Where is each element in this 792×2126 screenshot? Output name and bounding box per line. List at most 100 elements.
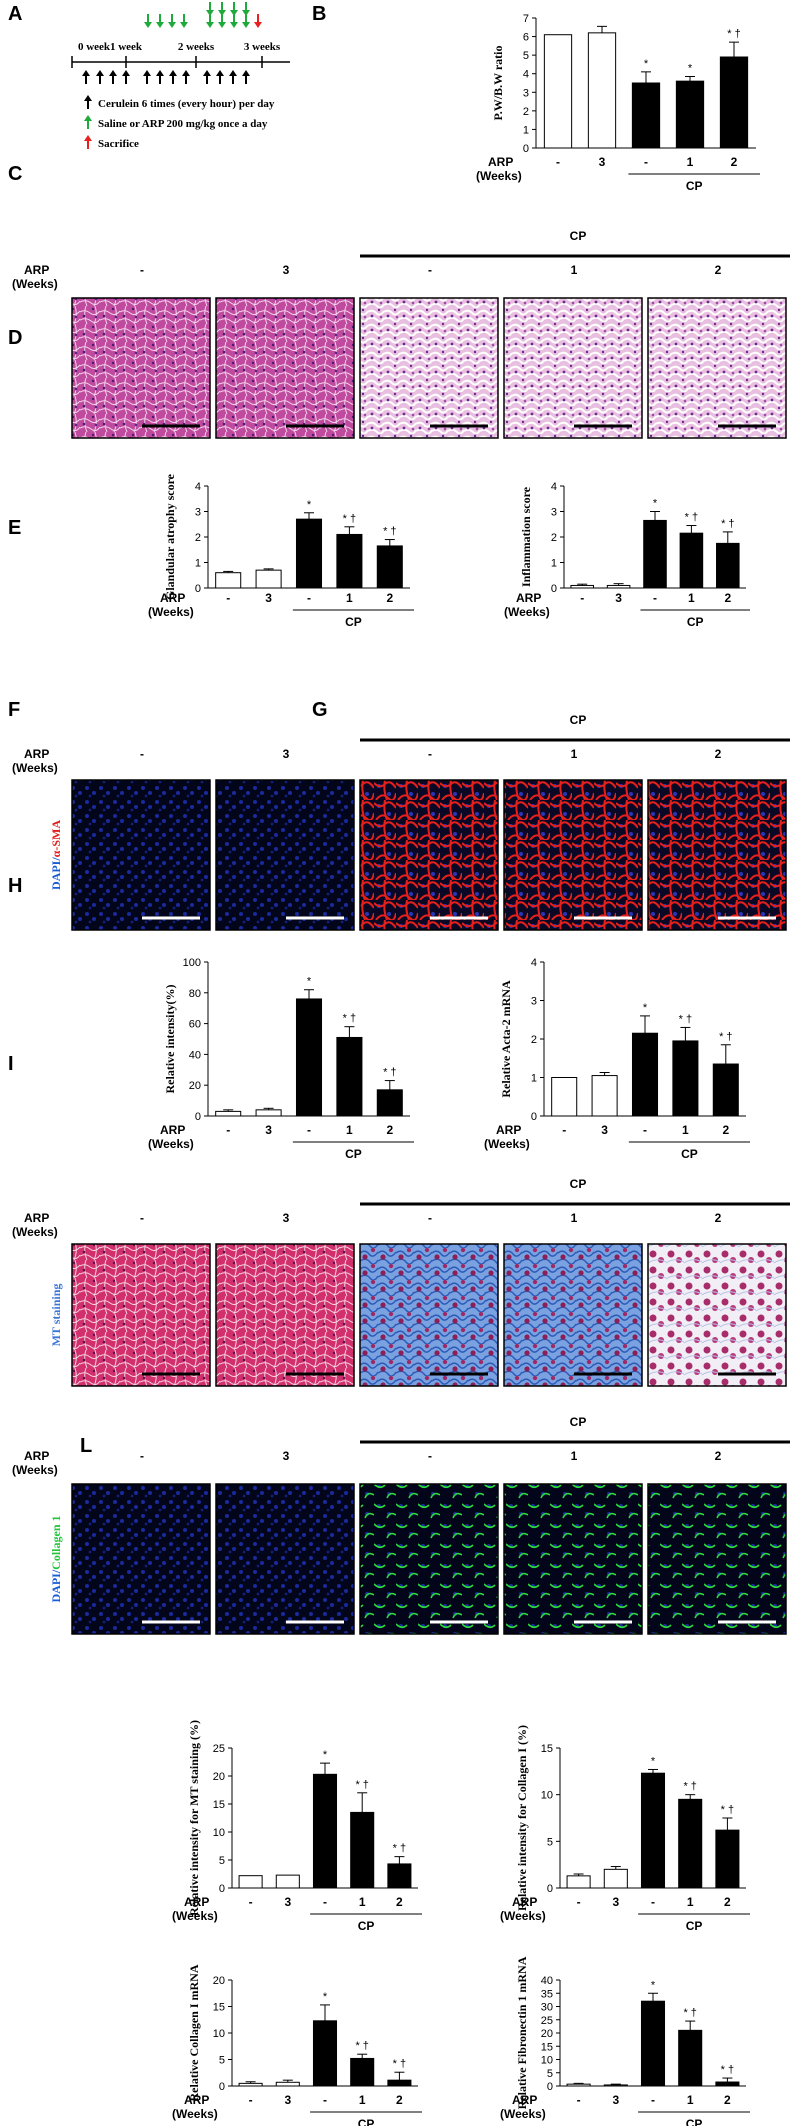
group-category: 1 bbox=[571, 1449, 578, 1463]
arp-label: ARP bbox=[160, 591, 185, 605]
week-label: 1 week bbox=[110, 41, 143, 53]
micrograph bbox=[503, 779, 643, 931]
saline-arrow-head bbox=[218, 10, 226, 16]
y-tick-label: 1 bbox=[551, 558, 557, 570]
category-label: 1 bbox=[687, 2093, 694, 2107]
arp-label: ARP bbox=[512, 1895, 537, 1909]
arp-label: ARP bbox=[184, 1895, 209, 1909]
bar bbox=[631, 82, 661, 149]
y-tick-label: 10 bbox=[541, 2055, 553, 2067]
y-tick-label: 5 bbox=[219, 2055, 225, 2067]
group-category: - bbox=[140, 263, 144, 277]
bar bbox=[672, 1040, 699, 1117]
micrograph bbox=[647, 1483, 787, 1635]
significance-label: * † bbox=[355, 2040, 368, 2052]
y-tick-label: 1 bbox=[523, 124, 529, 136]
y-tick-label: 15 bbox=[213, 2002, 225, 2014]
category-label: - bbox=[643, 1123, 647, 1137]
y-tick-label: 2 bbox=[531, 1034, 537, 1046]
bar bbox=[566, 2083, 591, 2087]
group-category: 3 bbox=[283, 747, 290, 761]
micrograph bbox=[71, 297, 211, 439]
saline-arrow-head bbox=[230, 10, 238, 16]
y-tick-label: 10 bbox=[213, 2028, 225, 2040]
cerulein-arrow-head bbox=[82, 70, 90, 76]
bar bbox=[640, 2000, 666, 2087]
legend-arrow-head bbox=[84, 95, 92, 101]
bar bbox=[336, 533, 363, 589]
category-label: 2 bbox=[396, 1895, 403, 1909]
cerulein-arrow-head bbox=[182, 70, 190, 76]
significance-label: * † bbox=[679, 1013, 692, 1025]
significance-label: * † bbox=[685, 512, 698, 524]
saline-arrow-head bbox=[230, 22, 238, 28]
bar bbox=[275, 2081, 300, 2087]
bar bbox=[387, 1863, 412, 1889]
bar bbox=[678, 2029, 703, 2087]
panel-label-E: E bbox=[8, 517, 21, 539]
y-tick-label: 0 bbox=[547, 1883, 553, 1895]
micrograph bbox=[71, 1483, 211, 1635]
significance-label: * bbox=[307, 499, 312, 511]
bar bbox=[716, 542, 740, 589]
y-tick-label: 20 bbox=[189, 1080, 201, 1092]
weeks-label: (Weeks) bbox=[148, 1137, 194, 1151]
category-label: 1 bbox=[359, 2093, 366, 2107]
cerulein-arrow-head bbox=[216, 70, 224, 76]
y-tick-label: 0 bbox=[219, 1883, 225, 1895]
cerulein-arrow-head bbox=[143, 70, 151, 76]
category-label: 2 bbox=[386, 591, 393, 605]
cerulein-arrow-head bbox=[242, 70, 250, 76]
saline-arrow-head bbox=[218, 22, 226, 28]
bar bbox=[215, 572, 242, 589]
cerulein-arrow-head bbox=[109, 70, 117, 76]
y-tick-label: 3 bbox=[195, 507, 201, 519]
significance-label: * † bbox=[393, 2058, 406, 2070]
chart-J: 0 5 10 15 20 25 Relative intensity for MT stai… bbox=[172, 1720, 422, 1933]
weeks-label: (Weeks) bbox=[500, 2107, 546, 2121]
y-axis-label: Relative intensity for MT staining (%) bbox=[187, 1720, 201, 1916]
group-category: - bbox=[428, 1211, 432, 1225]
micrograph bbox=[647, 779, 787, 931]
bar bbox=[255, 1109, 282, 1117]
panel-label-L: L bbox=[80, 1435, 92, 1457]
legend-arrow-head bbox=[84, 135, 92, 141]
group-category: 2 bbox=[715, 747, 722, 761]
saline-arrow-head bbox=[168, 22, 176, 28]
cp-label: CP bbox=[570, 1177, 587, 1191]
panel-label-H: H bbox=[8, 875, 22, 897]
ylabel-part: Collagen 1 bbox=[49, 1515, 63, 1569]
saline-arrow-head bbox=[206, 22, 214, 28]
y-tick-label: 5 bbox=[547, 2068, 553, 2080]
significance-label: * † bbox=[393, 1843, 406, 1855]
bar bbox=[643, 519, 667, 589]
category-label: 3 bbox=[601, 1123, 608, 1137]
category-label: 3 bbox=[615, 591, 622, 605]
significance-label: * bbox=[323, 1749, 328, 1761]
cerulein-arrow-head bbox=[229, 70, 237, 76]
y-tick-label: 35 bbox=[541, 1988, 553, 2000]
panel-label-G: G bbox=[312, 699, 328, 721]
group-category: - bbox=[428, 747, 432, 761]
cp-label: CP bbox=[570, 229, 587, 243]
category-label: 2 bbox=[724, 2093, 731, 2107]
category-label: - bbox=[653, 591, 657, 605]
ylabel-part: α-SMA bbox=[49, 820, 63, 858]
category-label: - bbox=[323, 2093, 327, 2107]
y-tick-label: 4 bbox=[195, 481, 201, 493]
group-category: 2 bbox=[715, 1449, 722, 1463]
cp-label: CP bbox=[686, 2117, 703, 2126]
cp-label: CP bbox=[686, 1919, 703, 1933]
category-label: - bbox=[556, 155, 560, 169]
group-category: - bbox=[140, 747, 144, 761]
y-tick-label: 0 bbox=[195, 1111, 201, 1123]
significance-label: * bbox=[323, 1991, 328, 2003]
bar bbox=[215, 1110, 242, 1117]
group-category: 3 bbox=[283, 1449, 290, 1463]
arp-label: ARP bbox=[24, 747, 49, 761]
significance-label: * † bbox=[383, 526, 396, 538]
category-label: 2 bbox=[396, 2093, 403, 2107]
weeks-label: (Weeks) bbox=[12, 277, 58, 291]
significance-label: * bbox=[643, 1002, 648, 1014]
